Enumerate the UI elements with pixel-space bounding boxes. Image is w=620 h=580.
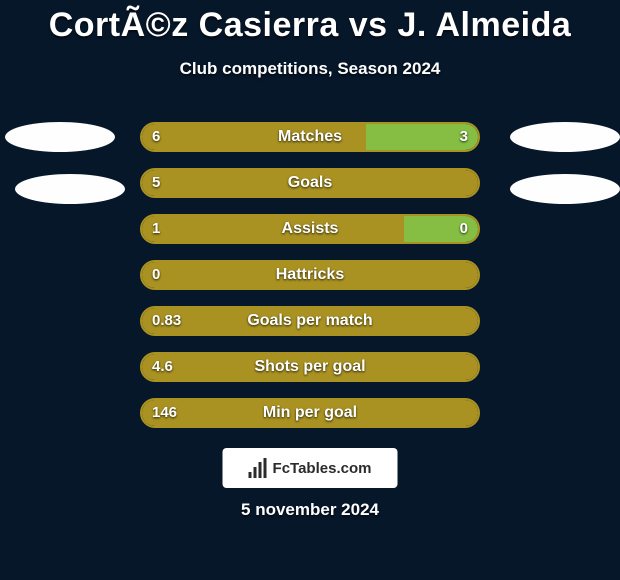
stat-rows: Matches63Goals5Assists10Hattricks0Goals …	[0, 122, 620, 444]
stat-value-left: 0.83	[152, 306, 181, 336]
stat-row: Hattricks0	[0, 260, 620, 290]
page-subtitle: Club competitions, Season 2024	[0, 59, 620, 79]
player-photo-placeholder	[510, 122, 620, 152]
stat-row: Goals per match0.83	[0, 306, 620, 336]
stat-row: Min per goal146	[0, 398, 620, 428]
stat-label: Goals per match	[140, 306, 480, 336]
stat-value-left: 6	[152, 122, 160, 152]
stat-value-right: 0	[460, 214, 468, 244]
footer-date: 5 november 2024	[0, 500, 620, 520]
stat-label: Matches	[140, 122, 480, 152]
page-title: CortÃ©z Casierra vs J. Almeida	[0, 0, 620, 45]
stat-value-left: 1	[152, 214, 160, 244]
comparison-infographic: CortÃ©z Casierra vs J. Almeida Club comp…	[0, 0, 620, 580]
stat-value-left: 0	[152, 260, 160, 290]
player-photo-placeholder	[15, 174, 125, 204]
stat-value-right: 3	[460, 122, 468, 152]
watermark-badge: FcTables.com	[223, 448, 398, 488]
watermark-text: FcTables.com	[273, 460, 372, 477]
bar-chart-icon	[249, 458, 269, 478]
stat-label: Assists	[140, 214, 480, 244]
player-photo-placeholder	[5, 122, 115, 152]
stat-row: Assists1 0	[0, 214, 620, 244]
stat-label: Shots per goal	[140, 352, 480, 382]
stat-value-left: 146	[152, 398, 177, 428]
stat-label: Goals	[140, 168, 480, 198]
stat-value-left: 4.6	[152, 352, 173, 382]
stat-row: Shots per goal4.6	[0, 352, 620, 382]
stat-label: Min per goal	[140, 398, 480, 428]
player-photo-placeholder	[510, 174, 620, 204]
stat-label: Hattricks	[140, 260, 480, 290]
stat-value-left: 5	[152, 168, 160, 198]
